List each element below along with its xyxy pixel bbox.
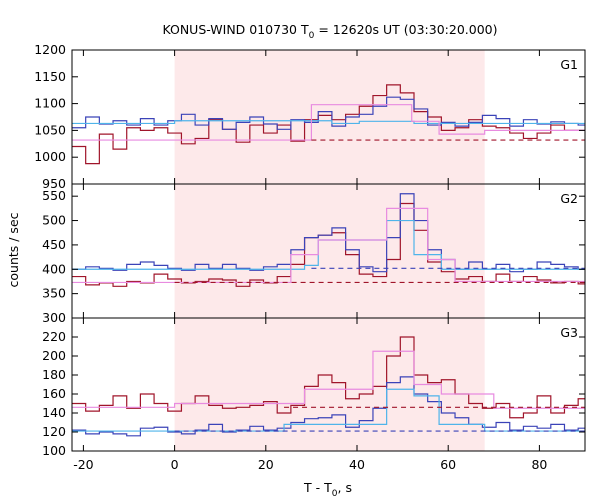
y-tick-label: 950 xyxy=(42,176,66,191)
panel-g3: 100 120 140 160 180 200 220 G3 xyxy=(42,317,586,458)
panel-label: G3 xyxy=(560,325,578,340)
highlight-interval xyxy=(174,184,485,318)
y-tick-label: 1000 xyxy=(34,149,66,164)
series-blue-step-1 xyxy=(72,96,585,130)
y-tick-label: 180 xyxy=(42,367,66,382)
panel-frame xyxy=(71,317,586,452)
panel-g1: 950 1000 1050 1100 1150 1200 G1 xyxy=(34,42,586,191)
x-tick-label: 40 xyxy=(349,457,365,472)
y-tick-label: 350 xyxy=(42,286,66,301)
series-dark-red-step-0 xyxy=(72,336,585,419)
y-axis-label: counts / sec xyxy=(6,212,21,287)
panels: 95010001050110011501200G1300350400450500… xyxy=(34,42,586,472)
y-tick-label: 1100 xyxy=(34,96,66,111)
panel-label: G2 xyxy=(560,191,578,206)
panel-label: G1 xyxy=(560,57,578,72)
x-tick-label: 0 xyxy=(171,457,179,472)
panel-g2: 300 350 400 450 500 550 G2 xyxy=(42,183,586,325)
y-tick-label: 140 xyxy=(42,405,66,420)
x-tick-label: -20 xyxy=(73,457,93,472)
y-tick-label: 1200 xyxy=(34,42,66,57)
x-tick-label: 80 xyxy=(531,457,547,472)
series-blue-step-1 xyxy=(72,376,585,437)
x-tick-label: 60 xyxy=(440,457,456,472)
series-light-blue-step-2 xyxy=(72,388,585,432)
y-tick-label: 450 xyxy=(42,237,66,252)
series-pink-step-3 xyxy=(72,104,585,141)
y-tick-label: 200 xyxy=(42,348,66,363)
chart-title: KONUS-WIND 010730 T0 = 12620s UT (03:30:… xyxy=(162,22,497,41)
y-tick-label: 120 xyxy=(42,424,66,439)
y-tick-label: 1050 xyxy=(34,122,66,137)
y-tick-label: 300 xyxy=(42,310,66,325)
y-tick-label: 550 xyxy=(42,188,66,203)
series-pink-step-3 xyxy=(72,350,585,409)
series-pink-step-3 xyxy=(72,207,585,284)
y-tick-label: 1150 xyxy=(34,69,66,84)
y-tick-label: 220 xyxy=(42,329,66,344)
series-light-blue-step-2 xyxy=(72,120,585,125)
series-blue-step-1 xyxy=(72,193,585,273)
y-tick-label: 160 xyxy=(42,386,66,401)
x-axis-label: T - T0, s xyxy=(303,480,352,499)
y-tick-label: 100 xyxy=(42,443,66,458)
y-tick-label: 500 xyxy=(42,213,66,228)
y-tick-label: 400 xyxy=(42,261,66,276)
x-tick-label: 20 xyxy=(258,457,274,472)
